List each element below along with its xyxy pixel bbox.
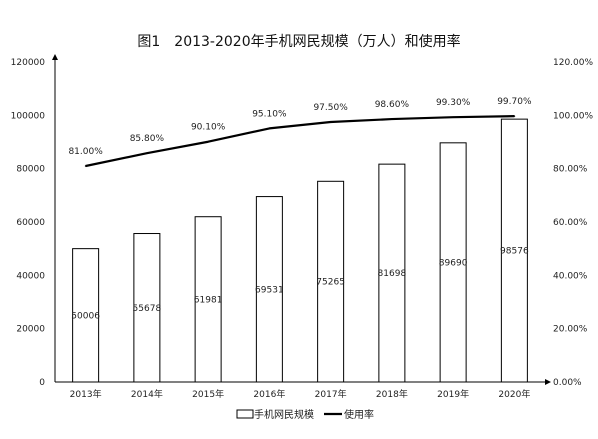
bar (500, 118, 528, 383)
y-tick-left-label: 0 (39, 378, 45, 388)
bar-data-label: 75265 (316, 278, 345, 288)
axes-group: 0 20000 40000 60000 80000 100000 120000 0.00% 20… (11, 54, 593, 400)
line-data-label: 95.10% (252, 109, 287, 119)
bar (133, 233, 161, 383)
bar (72, 248, 100, 383)
y-tick-left-label: 60000 (16, 218, 45, 228)
bar (439, 142, 467, 383)
bar-data-label: 81698 (378, 269, 407, 279)
line-point (268, 127, 271, 130)
line-point (207, 140, 209, 143)
x-tick-label: 2019年 (437, 388, 469, 400)
x-tick-label: 2013年 (70, 388, 102, 400)
line-data-label: 99.30% (436, 98, 471, 108)
legend-label: 手机网民规模 (254, 408, 314, 421)
x-axis-arrow (545, 379, 551, 385)
x-tick-label: 2017年 (315, 388, 347, 400)
line-data-label: 85.80% (130, 134, 165, 144)
y-tick-left-label: 20000 (16, 325, 45, 335)
line-data-label: 99.70% (497, 97, 532, 107)
line-point (84, 165, 87, 167)
y-tick-left-label: 80000 (16, 165, 45, 175)
line-point (513, 115, 516, 117)
bar-data-label: 55678 (133, 304, 162, 314)
y-tick-left-label: 40000 (16, 271, 45, 281)
line-data-label: 81.00% (68, 147, 103, 157)
y-tick-right-label: 80.00% (553, 165, 588, 175)
line-point (146, 152, 148, 154)
y-tick-right-label: 20.00% (553, 325, 588, 335)
line-data-label: 97.50% (313, 103, 348, 113)
bar-data-label: 89690 (439, 258, 468, 268)
bar-data-label: 69531 (255, 285, 284, 295)
bar (255, 196, 283, 383)
line-point (452, 116, 454, 118)
y-tick-right-label: 40.00% (553, 271, 588, 281)
bars-group: 50006 55678 61981 69531 75265 81698 89690 98576 (71, 118, 529, 383)
y-axis-left-arrow (52, 54, 58, 60)
chart-title: 图1 2013-2020年手机网民规模（万人）和使用率 (137, 33, 460, 50)
x-tick-label: 2018年 (376, 388, 408, 400)
y-tick-left-label: 120000 (11, 58, 46, 68)
x-tick-label: 2016年 (253, 388, 285, 400)
x-tick-label: 2014年 (131, 388, 163, 400)
y-tick-right-label: 0.00% (553, 378, 582, 388)
bar (317, 180, 345, 383)
line-point (391, 118, 393, 120)
y-tick-right-label: 100.00% (553, 111, 593, 121)
line-data-label: 98.60% (375, 100, 410, 110)
bar-data-label: 50006 (71, 311, 100, 321)
x-tick-label: 2015年 (192, 388, 224, 400)
y-tick-left-label: 100000 (11, 111, 46, 121)
bar (378, 163, 406, 383)
x-tick-label: 2020年 (498, 388, 530, 400)
line-point (329, 121, 332, 123)
line-series-group: 81.00% 85.80% 90.10% 95.10% 97.50% 98.60% 99.3… (68, 97, 532, 168)
y-tick-right-label: 120.00% (553, 58, 593, 68)
bar-data-label: 61981 (194, 295, 223, 305)
bar-data-label: 98576 (500, 247, 529, 257)
line-series-path (85, 115, 515, 168)
legend: 手机网民规模 使用率 (236, 408, 374, 421)
y-tick-right-label: 60.00% (553, 218, 588, 228)
legend-label: 使用率 (344, 408, 374, 421)
legend-bar-swatch (236, 409, 254, 419)
line-data-label: 90.10% (191, 123, 226, 133)
bar (194, 216, 222, 383)
